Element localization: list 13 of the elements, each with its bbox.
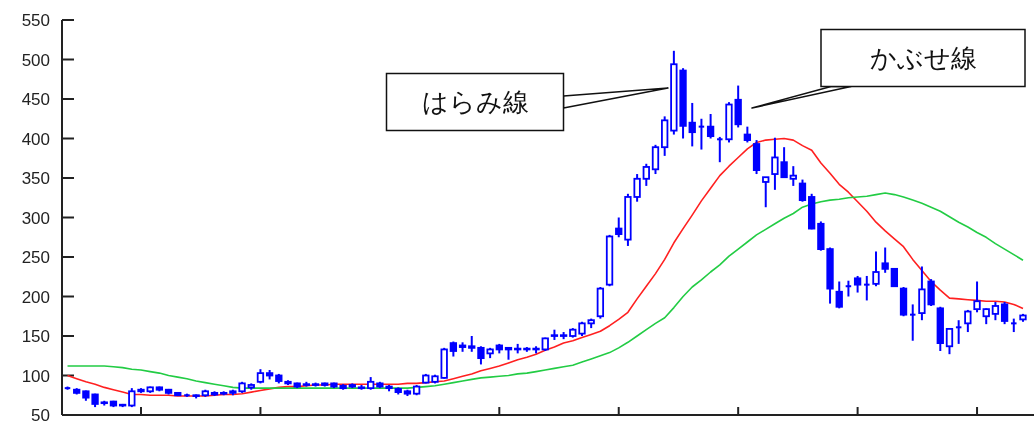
y-tick-label: 100 [21, 366, 50, 386]
y-tick-label: 450 [21, 90, 50, 109]
y-tick-label: 300 [21, 208, 50, 228]
y-tick-label: 350 [21, 169, 50, 188]
annotation: はらみ線 [421, 87, 529, 117]
annotation: かぶせ線 [869, 43, 977, 73]
y-tick-label: 550 [21, 11, 50, 30]
y-tick-label: 250 [21, 248, 50, 267]
y-tick-label: 200 [21, 287, 50, 307]
y-tick-label: 500 [21, 50, 50, 70]
y-tick-label: 400 [21, 129, 50, 149]
y-tick-label: 150 [21, 327, 50, 346]
y-tick-label: 50 [31, 406, 50, 425]
